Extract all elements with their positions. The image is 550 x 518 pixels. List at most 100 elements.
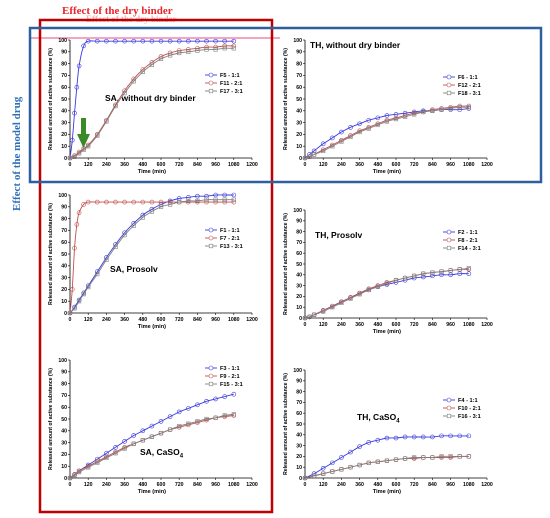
- x-tick-label: 1200: [246, 317, 258, 323]
- data-point: [393, 457, 399, 462]
- y-axis-label: Released amount of active substance (%): [48, 48, 54, 150]
- data-point: [77, 151, 82, 156]
- y-tick-label: 100: [293, 208, 302, 214]
- data-point: [113, 244, 118, 250]
- data-point: [204, 197, 209, 202]
- data-point: [384, 281, 390, 286]
- data-point: [311, 473, 317, 478]
- legend-marker: [446, 74, 452, 80]
- legend-marker: [446, 90, 452, 96]
- x-tick-label: 0: [304, 482, 307, 488]
- data-point: [95, 133, 100, 138]
- data-point: [67, 310, 73, 316]
- y-tick-label: 70: [61, 228, 67, 234]
- data-point: [231, 391, 237, 397]
- y-tick-label: 60: [296, 411, 302, 417]
- data-point: [457, 454, 462, 459]
- x-tick-label: 720: [175, 162, 184, 168]
- x-tick-label: 120: [319, 322, 328, 328]
- data-point: [186, 198, 191, 204]
- data-point: [213, 192, 218, 198]
- x-tick-label: 960: [211, 162, 220, 168]
- x-tick-label: 1200: [481, 482, 493, 488]
- data-point: [140, 38, 146, 44]
- y-axis-label: Released amount of active substance (%): [48, 203, 54, 305]
- data-point: [384, 458, 390, 463]
- series-line: [69, 40, 234, 159]
- y-tick-label: 60: [61, 405, 67, 411]
- legend-label: F3 - 1:1: [220, 366, 240, 372]
- data-point: [74, 222, 80, 227]
- y-tick-label: 60: [61, 85, 67, 91]
- data-point: [222, 38, 227, 44]
- data-point: [339, 455, 344, 460]
- data-point: [457, 267, 462, 272]
- data-point: [411, 434, 417, 440]
- data-point: [320, 465, 326, 471]
- data-point: [357, 129, 362, 135]
- y-tick-label: 80: [296, 61, 302, 67]
- data-point: [140, 428, 146, 434]
- chart-panel-3: 0 10 20 30 40 50 60 70 80 90 100 0 120 240 360 480 600 72…: [48, 192, 258, 330]
- data-point: [439, 107, 444, 112]
- data-point: [420, 434, 426, 440]
- series-line: [69, 393, 234, 479]
- y-tick-label: 0: [299, 476, 302, 482]
- y-tick-label: 30: [61, 275, 67, 281]
- data-point: [104, 119, 109, 124]
- data-point: [195, 419, 200, 424]
- chart-title: TH, Prosolv: [315, 230, 363, 240]
- data-point: [86, 284, 91, 290]
- data-point: [307, 314, 312, 320]
- data-point: [466, 266, 471, 271]
- data-point: [393, 116, 399, 122]
- chart-title: SA, CaSO4: [140, 447, 184, 460]
- data-point: [186, 421, 191, 426]
- data-point: [393, 112, 399, 117]
- data-point: [74, 84, 80, 90]
- legend-marker: [446, 229, 452, 235]
- data-point: [113, 451, 118, 456]
- y-axis-label: Released amount of active substance (%): [283, 48, 289, 150]
- series-line: [69, 201, 234, 314]
- data-point: [448, 454, 453, 459]
- data-point: [76, 210, 82, 215]
- data-point: [430, 455, 435, 460]
- data-point: [95, 38, 100, 44]
- x-tick-label: 720: [410, 162, 419, 168]
- x-tick-label: 240: [102, 162, 111, 168]
- x-tick-label: 1080: [463, 162, 475, 168]
- chart-title: SA, Prosolv: [110, 264, 158, 274]
- data-point: [222, 394, 227, 399]
- data-point: [311, 152, 317, 157]
- data-point: [167, 38, 173, 44]
- x-axis-label: Time (min): [138, 489, 166, 495]
- data-point: [339, 129, 344, 135]
- x-tick-label: 0: [304, 162, 307, 168]
- x-tick-label: 360: [120, 482, 129, 488]
- data-point: [149, 62, 155, 67]
- chart-panel-6: 0 10 20 30 40 50 60 70 80 90 100 0 120 240 360 480 600 72…: [283, 368, 493, 495]
- legend-marker: [208, 235, 214, 241]
- x-tick-label: 120: [84, 482, 93, 488]
- data-point: [86, 144, 91, 149]
- x-tick-label: 480: [373, 162, 382, 168]
- data-point: [222, 46, 227, 51]
- x-tick-label: 360: [355, 322, 364, 328]
- legend-label: F2 - 1:1: [458, 230, 478, 236]
- data-point: [448, 268, 453, 273]
- data-point: [384, 119, 390, 124]
- data-point: [231, 412, 236, 417]
- data-point: [412, 273, 417, 278]
- data-point: [77, 469, 82, 475]
- data-point: [421, 455, 426, 460]
- y-tick-label: 30: [61, 440, 67, 446]
- data-point: [131, 441, 136, 446]
- green-arrow: [77, 118, 90, 148]
- data-point: [302, 475, 308, 481]
- data-point: [375, 459, 380, 464]
- data-point: [231, 192, 237, 198]
- data-point: [204, 398, 209, 404]
- y-tick-label: 60: [296, 251, 302, 257]
- series-line: [304, 435, 469, 479]
